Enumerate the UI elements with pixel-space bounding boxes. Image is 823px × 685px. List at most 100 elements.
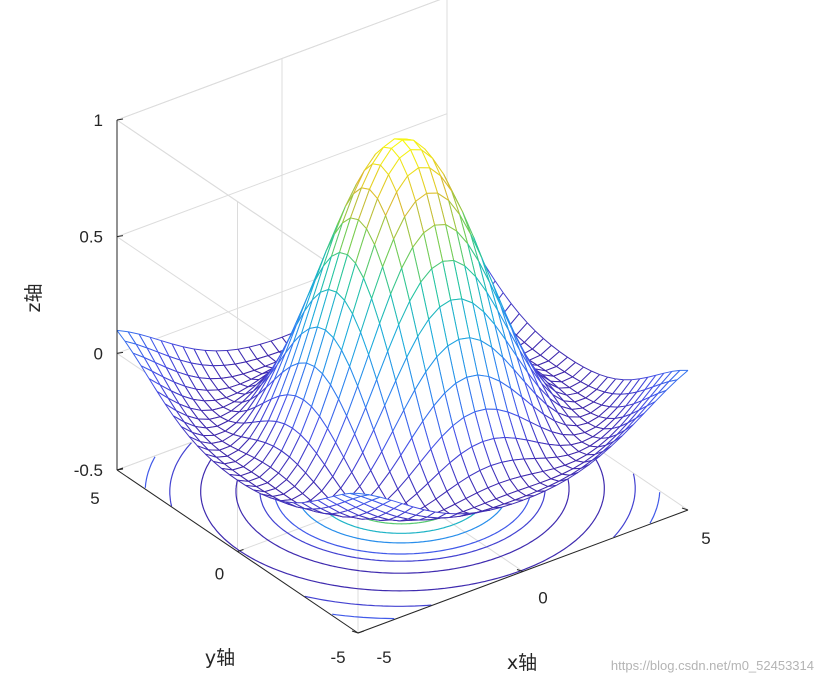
mesh-cell	[450, 298, 470, 340]
mesh-line	[297, 328, 310, 364]
mesh-line	[449, 453, 462, 464]
mesh-line	[363, 244, 376, 279]
mesh-line	[168, 355, 181, 361]
mesh-line	[358, 189, 370, 220]
mesh-line	[338, 366, 351, 400]
mesh-cell	[407, 167, 427, 202]
mesh-line	[278, 366, 291, 397]
mesh-line	[446, 491, 456, 505]
mesh-cell	[190, 408, 210, 420]
mesh-cell	[471, 441, 491, 471]
mesh-cell	[422, 405, 442, 450]
mesh-line	[380, 148, 392, 166]
mesh-line	[357, 354, 370, 387]
mesh-line	[352, 170, 365, 195]
mesh-line	[242, 373, 252, 380]
mesh-line	[537, 442, 547, 459]
mesh-line	[646, 393, 659, 407]
mesh-line	[459, 214, 472, 235]
mesh-line	[302, 493, 311, 501]
mesh-line	[250, 373, 263, 380]
mesh-line	[322, 234, 335, 267]
mesh-line	[369, 164, 381, 190]
mesh-cell	[440, 175, 460, 215]
mesh-line	[509, 479, 519, 491]
mesh-line	[598, 416, 607, 419]
mesh-line	[568, 416, 578, 427]
mesh-line	[635, 405, 648, 419]
mesh-line	[649, 383, 662, 398]
mesh-cell	[588, 374, 608, 390]
mesh-line	[529, 354, 541, 361]
mesh-line	[285, 501, 294, 504]
mesh-line	[601, 393, 614, 406]
mesh-line	[179, 359, 192, 364]
mesh-line	[457, 483, 467, 499]
mesh-cell	[133, 353, 153, 372]
mesh-line	[314, 265, 324, 281]
mesh-cell	[605, 430, 625, 446]
mesh-line	[247, 406, 256, 411]
mesh-cell	[608, 422, 628, 438]
mesh-cell	[368, 323, 388, 380]
mesh-cell	[430, 436, 450, 473]
mesh-line	[501, 459, 513, 463]
mesh-line	[393, 508, 406, 513]
mesh-line	[198, 377, 208, 391]
mesh-cell	[531, 471, 551, 483]
mesh-line	[579, 412, 591, 418]
mesh-line	[248, 421, 261, 439]
mesh-cell	[339, 510, 359, 517]
mesh-line	[510, 388, 520, 417]
mesh-line	[222, 434, 234, 442]
mesh-line	[382, 503, 395, 509]
mesh-cell	[563, 400, 583, 410]
mesh-line	[502, 292, 512, 304]
mesh-line	[493, 437, 505, 440]
mesh-line	[209, 378, 219, 391]
mesh-line	[578, 451, 588, 456]
mesh-line	[138, 333, 148, 349]
mesh-line	[611, 426, 621, 430]
mesh-cell	[136, 344, 156, 363]
mesh-cell	[431, 261, 451, 308]
mesh-line	[194, 426, 204, 436]
mesh-line	[313, 481, 323, 492]
mesh-cell	[466, 375, 486, 412]
mesh-line	[549, 398, 561, 407]
mesh-line	[344, 193, 354, 207]
mesh-line	[553, 468, 563, 475]
mesh-cell	[593, 392, 613, 406]
mesh-line	[472, 302, 482, 341]
mesh-line	[295, 395, 304, 401]
mesh-line	[495, 498, 505, 505]
mesh-cell	[212, 407, 232, 417]
mesh-line	[414, 371, 427, 391]
mesh-line	[268, 420, 277, 423]
mesh-cell	[300, 406, 320, 444]
mesh-line	[567, 451, 580, 456]
contour-line	[332, 613, 395, 620]
mesh-cell	[210, 378, 230, 390]
mesh-cell	[279, 363, 299, 396]
mesh-line	[619, 413, 632, 427]
mesh-line	[301, 502, 314, 510]
mesh-line	[632, 413, 645, 426]
mesh-cell	[128, 331, 148, 348]
mesh-line	[192, 399, 202, 411]
mesh-line	[245, 358, 258, 363]
mesh-line	[453, 260, 463, 299]
mesh-line	[584, 432, 594, 438]
mesh-cell	[266, 353, 286, 388]
mesh-line	[343, 457, 353, 473]
mesh-line	[649, 393, 659, 398]
mesh-cell	[449, 453, 469, 484]
mesh-cell	[180, 360, 200, 378]
mesh-line	[469, 337, 481, 342]
mesh-line	[580, 370, 592, 383]
mesh-line	[143, 357, 156, 363]
mesh-line	[397, 488, 407, 504]
mesh-line	[608, 426, 621, 438]
y-tick-label: -5	[330, 648, 345, 667]
mesh-line	[358, 219, 367, 230]
